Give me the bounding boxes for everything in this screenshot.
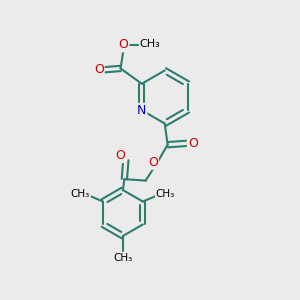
Text: N: N [137, 104, 146, 117]
Text: O: O [188, 137, 198, 150]
Text: CH₃: CH₃ [113, 253, 133, 263]
Text: O: O [118, 38, 128, 51]
Text: O: O [94, 63, 104, 76]
Text: CH₃: CH₃ [156, 190, 175, 200]
Text: CH₃: CH₃ [71, 190, 90, 200]
Text: O: O [148, 156, 158, 169]
Text: CH₃: CH₃ [140, 39, 160, 49]
Text: O: O [116, 149, 125, 162]
